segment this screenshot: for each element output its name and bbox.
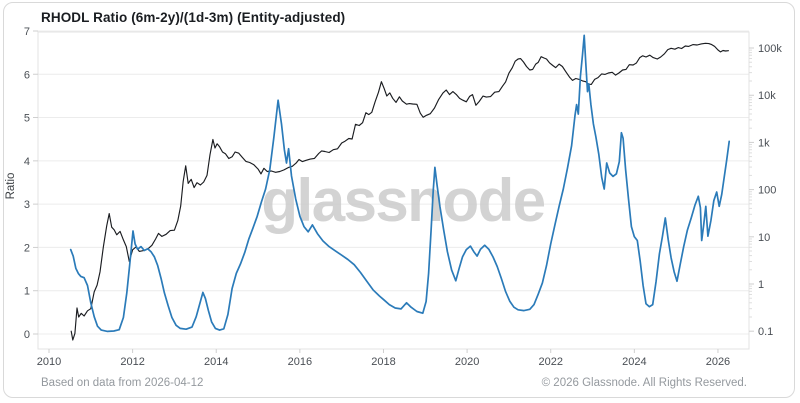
chart-area: glassnode 0 1 2 3 4 5 6 7 0.1 1 10 100 1k 10k 100k 2010 2…: [4, 3, 795, 398]
x-tick-label: 2018: [371, 356, 395, 368]
series-line-rhodl-ratio[interactable]: [69, 34, 731, 333]
y-left-tick-label: 5: [24, 113, 30, 125]
x-tick-label: 2024: [622, 356, 646, 368]
y-right-tick-label: 1k: [758, 137, 770, 149]
chart-title: RHODL Ratio (6m-2y)/(1d-3m) (Entity-adju…: [41, 10, 346, 25]
y-axis-label-ratio: Ratio: [5, 173, 17, 200]
y-right-tick-label: 10k: [758, 90, 776, 102]
x-tick-label: 2010: [37, 356, 61, 368]
x-tick-label: 2016: [288, 356, 312, 368]
y-right-tick-label: 10: [758, 232, 770, 244]
series-line-price[interactable]: [70, 42, 729, 341]
chart-canvas[interactable]: glassnode 0 1 2 3 4 5 6 7 0.1 1 10 100 1k 10k 100k 2010 2…: [4, 3, 795, 398]
y-left-tick-label: 2: [24, 242, 30, 254]
x-tick-label: 2026: [706, 356, 730, 368]
y-left-tick-label: 1: [24, 286, 30, 298]
y-right-tick-label: 100: [758, 185, 776, 197]
y-right-tick-label: 100k: [758, 43, 782, 55]
y-left-tick-label: 6: [24, 69, 30, 81]
y-right-tick-label: 0.1: [758, 326, 773, 338]
plot-border: [37, 31, 750, 350]
y-left-tick-label: 7: [24, 26, 30, 38]
x-tick-label: 2012: [120, 356, 144, 368]
footer-copyright: © 2026 Glassnode. All Rights Reserved.: [541, 377, 747, 389]
x-tick-label: 2020: [455, 356, 479, 368]
glassnode-watermark: glassnode: [261, 167, 544, 234]
footer-data-source: Based on data from 2026-04-12: [41, 377, 204, 389]
y-left-tick-label: 3: [24, 199, 30, 211]
chart-card: RHODL Ratio (6m-2y)/(1d-3m) (Entity-adju…: [3, 2, 795, 398]
y-left-tick-label: 4: [24, 156, 30, 168]
y-left-tick-label: 0: [24, 329, 30, 341]
x-tick-label: 2014: [204, 356, 228, 368]
y-right-tick-label: 1: [758, 279, 764, 291]
x-tick-label: 2022: [538, 356, 562, 368]
